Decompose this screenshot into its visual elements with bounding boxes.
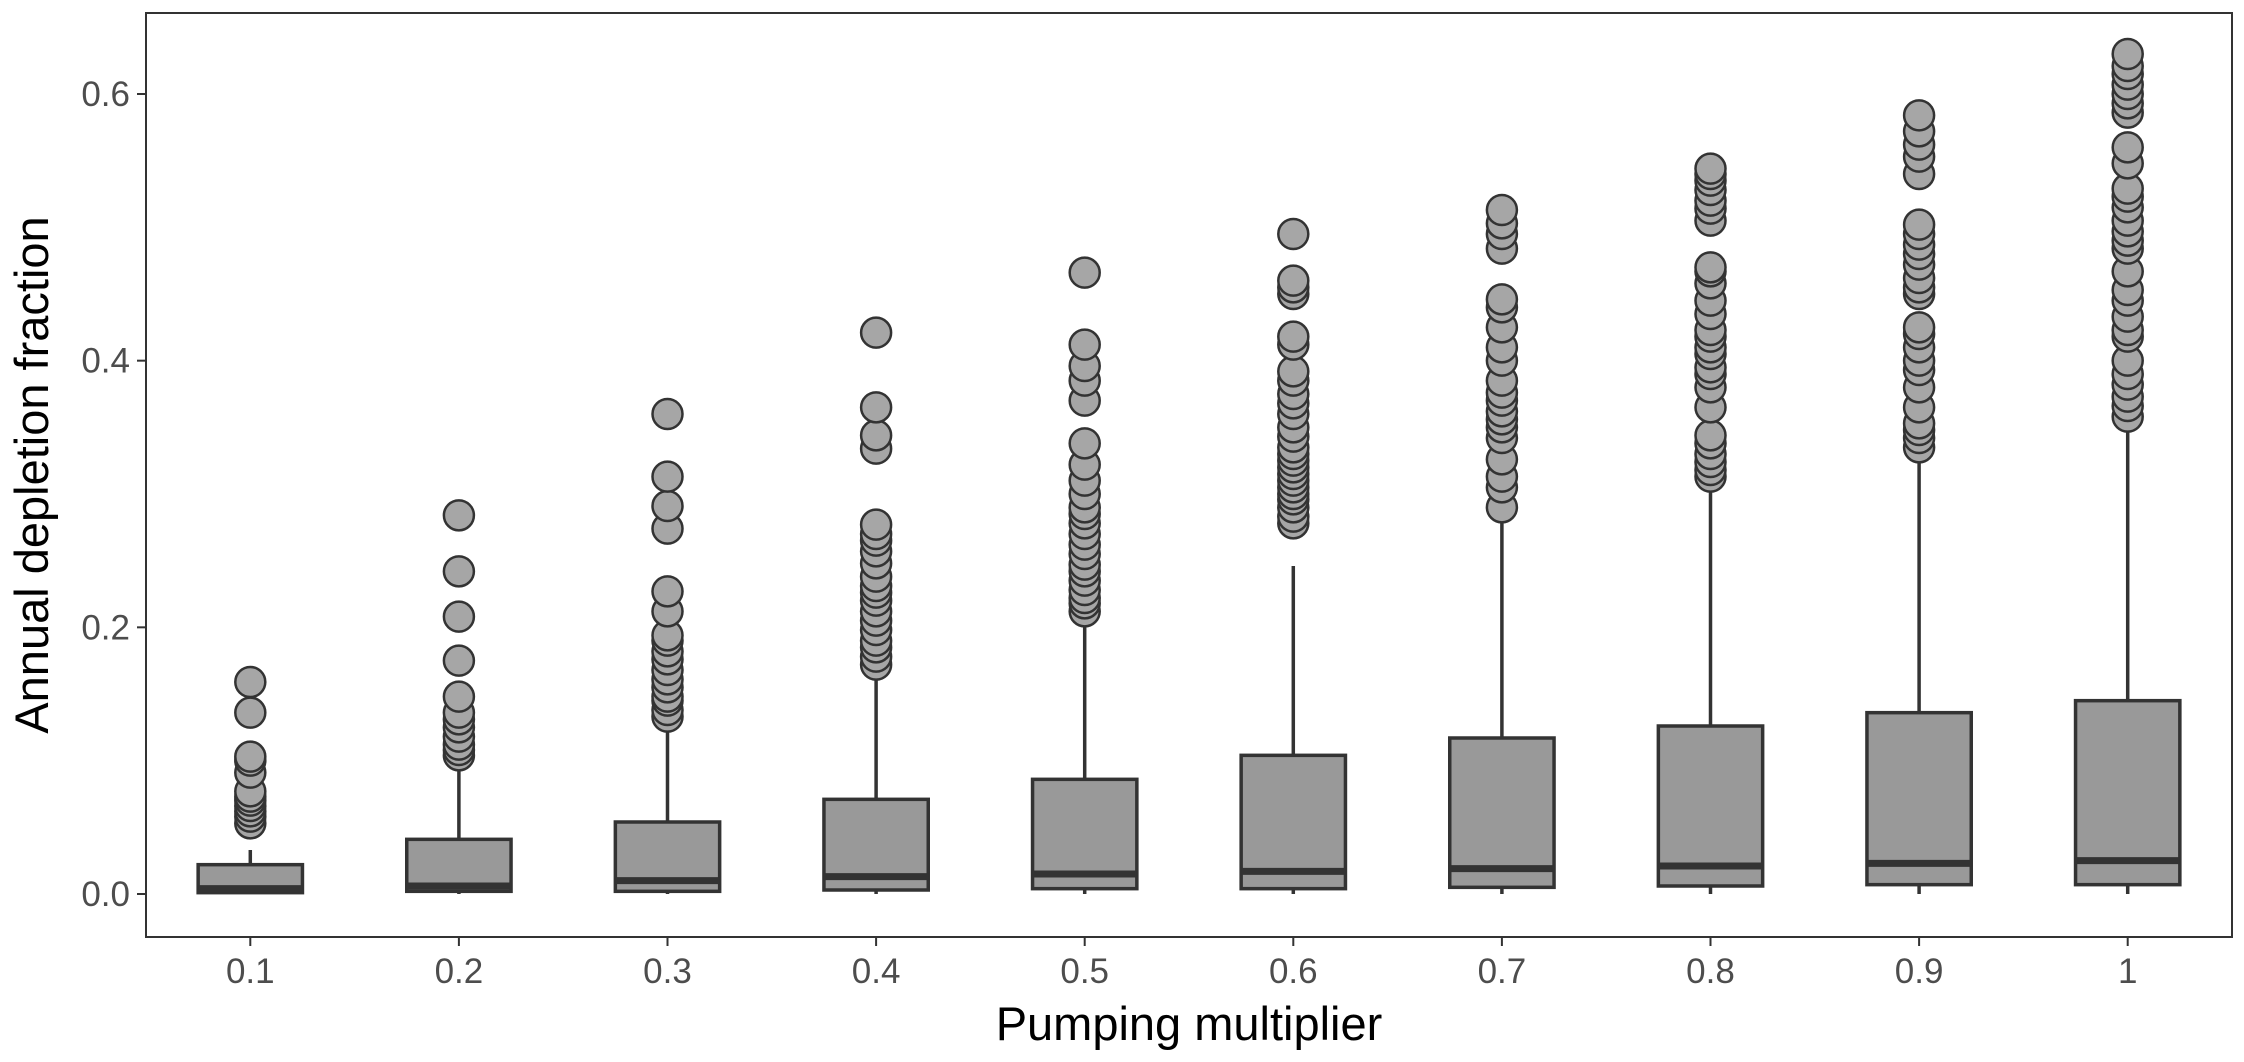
outlier-point [1485,193,1519,227]
outlier-point [2111,37,2144,71]
box [1656,724,1765,888]
outlier-point [859,316,893,349]
y-tick-label: 0.4 [81,342,130,381]
outlier-point [1902,311,1936,344]
outlier-point [1277,264,1310,297]
y-tick-label: 0.2 [81,608,130,647]
y-axis-title: Annual depletion fraction [5,216,58,733]
box-group [1239,217,1348,894]
outlier-point [442,555,476,588]
box [1448,736,1556,890]
outlier-point [442,680,476,713]
outlier-point [442,600,476,633]
outlier-point [1485,283,1519,316]
outlier-point [442,644,476,677]
box-group [1656,152,1765,894]
outlier-point [234,665,267,699]
outlier-point [1277,217,1310,251]
box-group [196,665,305,895]
outlier-point [1068,328,1101,361]
box-group [1865,99,1973,894]
outlier-point [1277,320,1310,353]
x-tick-label: 0.3 [643,952,692,991]
x-tick-label: 0.1 [226,952,275,991]
box [1030,777,1139,891]
outlier-point [651,575,684,608]
box [1239,753,1348,891]
box-group [822,316,931,894]
y-axis: 0.0 0.2 0.4 0.6 [81,75,146,914]
outlier-point [234,740,267,773]
box-group [1030,256,1139,894]
outlier-point [442,499,476,532]
outlier-point [651,397,684,431]
outlier-point [1694,419,1727,452]
outlier-point [1902,99,1936,132]
x-axis-title: Pumping multiplier [996,997,1383,1050]
y-tick-label: 0.6 [81,75,130,114]
box-group [1448,193,1556,894]
box-group [613,397,722,894]
x-tick-label: 0.2 [435,952,484,991]
y-tick-label: 0.0 [81,875,130,914]
x-tick-label: 0.6 [1269,952,1318,991]
box [1865,710,1973,887]
plot-content [196,37,2182,895]
outlier-point [859,508,893,541]
x-tick-label: 0.4 [852,952,901,991]
outlier-point [1902,208,1936,241]
outlier-point [1068,427,1101,460]
box-group [2073,37,2182,894]
x-tick-label: 0.7 [1478,952,1527,991]
x-tick-label: 0.9 [1895,952,1944,991]
outlier-point [234,696,267,729]
x-axis: 0.1 0.2 0.3 0.4 0.5 0.6 0.7 0.8 0.9 1 [226,937,2137,991]
outlier-point [2111,131,2144,164]
x-tick-label: 0.8 [1686,952,1735,991]
outlier-point [1068,256,1101,289]
box-group [405,499,513,894]
outlier-point [651,460,684,493]
outlier-point [651,489,684,523]
outlier-point [859,419,893,452]
outlier-point [1694,251,1727,284]
box [2073,698,2182,887]
outlier-point [1694,152,1727,185]
outlier-point [859,391,893,424]
x-tick-label: 1 [2118,952,2137,991]
x-tick-label: 0.5 [1060,952,1109,991]
